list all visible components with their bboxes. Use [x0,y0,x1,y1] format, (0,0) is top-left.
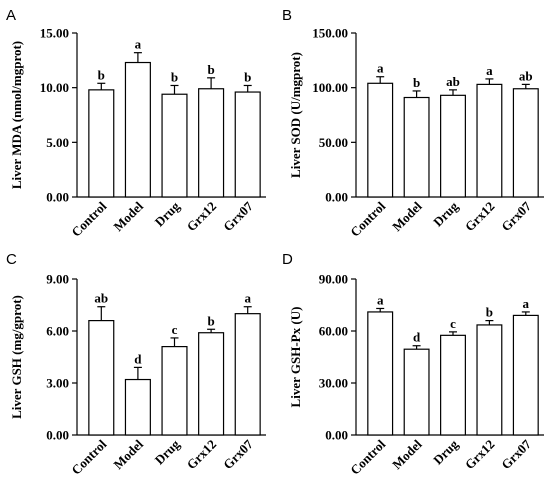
panel-a-xtick-label-grx12: Grx12 [184,199,220,235]
panel-d-bar-control [367,311,394,436]
panel-b: B 0.00 50.00 100.00 150.00 Liver SOD (U/mgpro… [282,7,544,240]
panel-d-sig-label-grx12: b [486,305,493,320]
panel-b-sig-label-model: b [413,75,420,90]
panel-b-bar-control [367,82,394,198]
panel-b-xtick-label-model: Model [389,198,425,234]
panel-c-bar-grx07 [234,313,261,436]
panel-a-ytick-label: 10.00 [40,80,69,95]
panel-a-sig-label-model: a [135,37,142,52]
panel-d-y-axis-label: Liver GSH-Px (U) [288,307,303,408]
panel-d-sig-label-drug: c [450,316,456,331]
panel-d-ytick-label: 0.00 [325,428,348,443]
panel-d-ytick-label: 90.00 [319,272,348,287]
panel-c-bar-model [124,378,151,436]
panel-c-y-axis-label: Liver GSH (mg/gprot) [9,295,24,419]
panel-a-sig-label-grx07: b [244,69,251,84]
panel-b-sig-label-control: a [377,61,384,76]
panel-c-ytick-label: 0.00 [46,428,69,443]
panel-a: A 0.00 5.00 10.00 15.00 Liver MDA (nmol/mgpro… [6,7,266,240]
panel-d-xtick-label-control: Control [347,436,388,477]
panel-b-xtick-label-drug: Drug [430,198,461,229]
panel-b-ytick-label: 0.00 [325,190,348,205]
panel-a-bar-grx07 [234,91,261,198]
panel-a-letter: A [6,7,16,24]
panel-a-bar-model [124,61,151,198]
panel-a-ytick-label: 15.00 [40,26,69,41]
panel-a-sig-label-control: b [98,67,105,82]
panel-c-sig-label-control: ab [94,291,108,306]
panel-a-bar-grx12 [198,88,225,198]
panel-b-xtick-label-grx12: Grx12 [462,199,498,235]
panel-a-xtick-label-control: Control [68,198,109,239]
panel-b-xtick-label-control: Control [347,198,388,239]
panel-c-xtick-label-grx07: Grx07 [220,436,256,472]
panel-c-xtick-label-drug: Drug [152,436,183,467]
panel-d-sig-label-control: a [377,292,384,307]
panel-d-sig-label-model: d [413,330,421,345]
panel-c-sig-label-grx12: b [207,313,214,328]
panel-d-ytick-label: 30.00 [319,376,348,391]
panel-a-y-axis-label: Liver MDA (nmol/mgprot) [9,41,24,189]
panel-c-sig-label-model: d [134,351,142,366]
panel-d-sig-label-grx07: a [523,296,530,311]
panel-c-bar-drug [161,346,188,436]
panel-c-ytick-label: 3.00 [46,376,69,391]
panel-d-xtick-label-model: Model [389,436,425,472]
panel-a-sig-label-drug: b [171,69,178,84]
panel-c-sig-label-drug: c [172,322,178,337]
panel-b-y-axis-label: Liver SOD (U/mgprot) [288,52,303,178]
panel-c-bar-control [88,320,115,436]
panel-a-bar-drug [161,93,188,198]
panel-b-sig-label-drug: ab [446,74,460,89]
panel-a-sig-label-grx12: b [207,62,214,77]
panel-c-bar-grx12 [198,332,225,436]
panel-c-letter: C [6,251,17,268]
panel-c-xtick-label-model: Model [110,436,146,472]
panel-c-sig-label-grx07: a [244,291,251,306]
panel-b-bar-grx07 [512,88,539,198]
panel-d-ytick-label: 60.00 [319,324,348,339]
panel-b-bar-grx12 [476,83,503,198]
panel-a-xtick-label-grx07: Grx07 [220,198,256,234]
panel-a-ytick-label: 5.00 [46,135,69,150]
panel-c-xtick-label-control: Control [68,436,109,477]
panel-b-sig-label-grx07: ab [519,68,533,83]
panel-b-ytick-label: 100.00 [312,80,348,95]
panel-b-letter: B [282,7,292,24]
panel-d-bar-grx07 [512,314,539,436]
panel-b-sig-label-grx12: a [486,63,493,78]
panel-c-ytick-label: 9.00 [46,272,69,287]
panel-b-bar-model [403,96,430,198]
panel-b-xtick-label-grx07: Grx07 [498,198,534,234]
panel-d-letter: D [282,251,293,268]
panel-d-bar-grx12 [476,324,503,436]
panel-d-bar-drug [440,334,466,436]
panel-b-ytick-label: 50.00 [319,135,348,150]
panel-d-xtick-label-grx12: Grx12 [462,437,498,473]
panel-d-xtick-label-drug: Drug [430,436,461,467]
panel-a-xtick-label-model: Model [110,198,146,234]
panel-d: D 0.00 30.00 60.00 90.00 Liver GSH-Px (U) a Con… [282,251,544,478]
panel-c-ytick-label: 6.00 [46,324,69,339]
panel-a-xtick-label-drug: Drug [152,198,183,229]
panel-b-ytick-label: 150.00 [312,26,348,41]
panel-a-ytick-label: 0.00 [46,190,69,205]
panel-d-bar-model [403,348,430,436]
panel-d-xtick-label-grx07: Grx07 [498,436,534,472]
panel-c-xtick-label-grx12: Grx12 [184,437,220,473]
panel-a-bar-control [88,89,115,198]
panel-b-bar-drug [440,94,466,198]
